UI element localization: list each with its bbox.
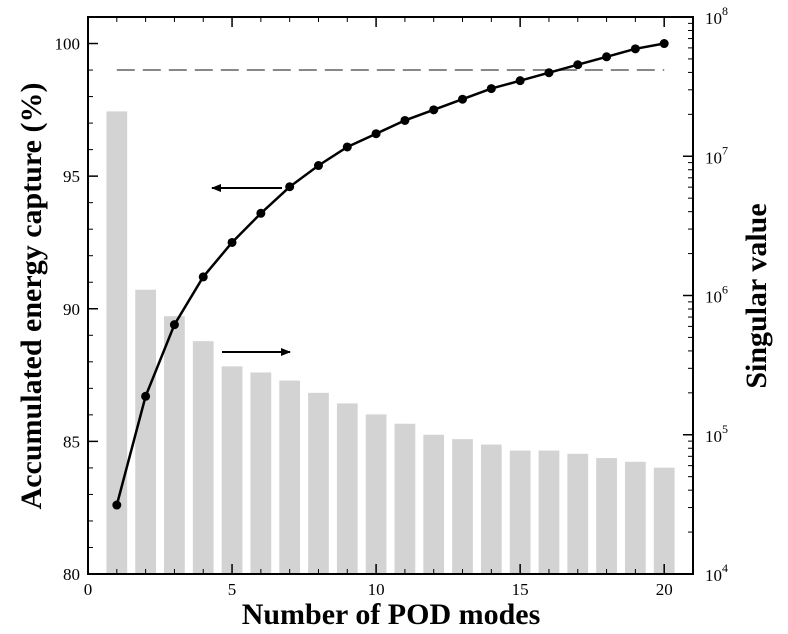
energy-capture-point (141, 391, 151, 401)
singular-value-bar (279, 380, 301, 574)
energy-capture-point (630, 44, 640, 54)
energy-capture-point (256, 208, 266, 218)
singular-value-bar (221, 366, 243, 574)
y-right-tick-label: 105 (705, 422, 728, 446)
singular-value-bar (250, 372, 272, 574)
y-axis-title-right: Singular value (740, 203, 773, 388)
energy-capture-point (544, 68, 554, 78)
x-tick-label: 0 (84, 580, 93, 599)
energy-capture-point (285, 182, 295, 192)
singular-value-bar (394, 423, 416, 574)
singular-value-bar (164, 316, 185, 574)
energy-capture-point (313, 161, 323, 171)
energy-capture-point (169, 320, 179, 330)
x-axis-title: Number of POD modes (242, 598, 541, 631)
y-right-tick-label: 108 (705, 4, 728, 28)
axis-ticks (87, 16, 694, 575)
singular-value-bar (308, 392, 329, 574)
y-axis-title-left: Accumulated energy capture (%) (15, 83, 48, 510)
energy-capture-point (515, 76, 525, 86)
energy-capture-point (371, 129, 381, 139)
singular-value-bar (480, 444, 502, 574)
energy-capture-point (112, 500, 122, 510)
tick-labels: 0 5 10 15 20 80 85 90 95 100 104 105 106 107 108 (55, 4, 729, 599)
energy-capture-point (198, 272, 208, 282)
y-left-tick-label: 80 (63, 565, 80, 584)
energy-capture-point (429, 105, 439, 115)
y-left-tick-label: 95 (63, 167, 80, 186)
singular-value-bars (106, 111, 675, 574)
singular-value-bar (567, 453, 589, 574)
singular-value-bar (653, 467, 675, 574)
y-right-tick-label: 104 (705, 561, 728, 585)
energy-capture-point (573, 60, 583, 70)
energy-capture-point (602, 52, 612, 62)
singular-value-bar (452, 439, 473, 574)
y-right-tick-label: 106 (705, 283, 728, 307)
energy-capture-markers (112, 39, 669, 510)
x-tick-label: 10 (368, 580, 385, 599)
singular-value-bar (192, 341, 214, 574)
x-tick-label: 20 (656, 580, 673, 599)
singular-value-bar (423, 434, 445, 574)
energy-capture-point (400, 115, 410, 125)
energy-capture-point (458, 94, 468, 104)
y-left-tick-label: 85 (63, 432, 80, 451)
x-tick-label: 5 (228, 580, 237, 599)
energy-capture-point (659, 39, 669, 49)
singular-value-bar (336, 403, 358, 574)
singular-value-bar (135, 289, 156, 574)
y-left-tick-label: 90 (63, 300, 80, 319)
energy-capture-point (486, 84, 496, 94)
energy-capture-line (115, 42, 665, 506)
singular-value-bar (365, 414, 387, 574)
y-left-tick-label: 100 (55, 35, 81, 54)
x-tick-label: 15 (512, 580, 529, 599)
y-right-tick-label: 107 (705, 143, 728, 167)
energy-capture-point (227, 237, 237, 247)
singular-value-bar (106, 111, 128, 574)
singular-value-bar (625, 461, 646, 574)
singular-value-bar (538, 450, 560, 574)
singular-value-bar (596, 458, 617, 574)
singular-value-bar (509, 450, 531, 574)
energy-capture-point (342, 142, 352, 152)
